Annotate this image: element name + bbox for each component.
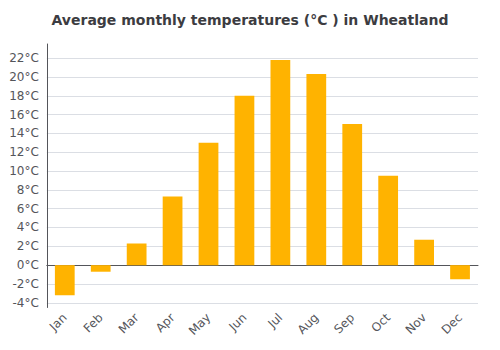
svg-text:4°C: 4°C: [17, 220, 39, 234]
svg-text:2°C: 2°C: [17, 239, 39, 253]
svg-text:Oct: Oct: [369, 310, 394, 335]
svg-text:Feb: Feb: [81, 311, 106, 336]
svg-text:18°C: 18°C: [9, 89, 39, 103]
svg-text:-2°C: -2°C: [12, 277, 38, 291]
svg-text:Jul: Jul: [264, 311, 285, 332]
svg-text:-4°C: -4°C: [12, 296, 38, 310]
svg-text:Nov: Nov: [403, 311, 429, 337]
svg-text:Aug: Aug: [295, 311, 321, 337]
svg-text:6°C: 6°C: [17, 202, 39, 216]
svg-text:14°C: 14°C: [9, 126, 39, 140]
svg-text:8°C: 8°C: [17, 183, 39, 197]
svg-text:22°C: 22°C: [9, 51, 39, 65]
svg-text:Average monthly temperatures (: Average monthly temperatures (°C ) in Wh…: [52, 12, 449, 28]
svg-text:Jun: Jun: [226, 311, 250, 335]
svg-text:12°C: 12°C: [9, 145, 39, 159]
svg-text:0°C: 0°C: [17, 258, 39, 272]
svg-text:May: May: [186, 311, 213, 338]
svg-text:Apr: Apr: [153, 310, 178, 335]
svg-text:Sep: Sep: [331, 311, 357, 337]
svg-text:10°C: 10°C: [9, 164, 39, 178]
svg-text:16°C: 16°C: [9, 108, 39, 122]
svg-text:Mar: Mar: [116, 310, 142, 336]
svg-text:Jan: Jan: [46, 311, 70, 335]
svg-text:Dec: Dec: [439, 311, 465, 337]
svg-text:20°C: 20°C: [9, 70, 39, 84]
